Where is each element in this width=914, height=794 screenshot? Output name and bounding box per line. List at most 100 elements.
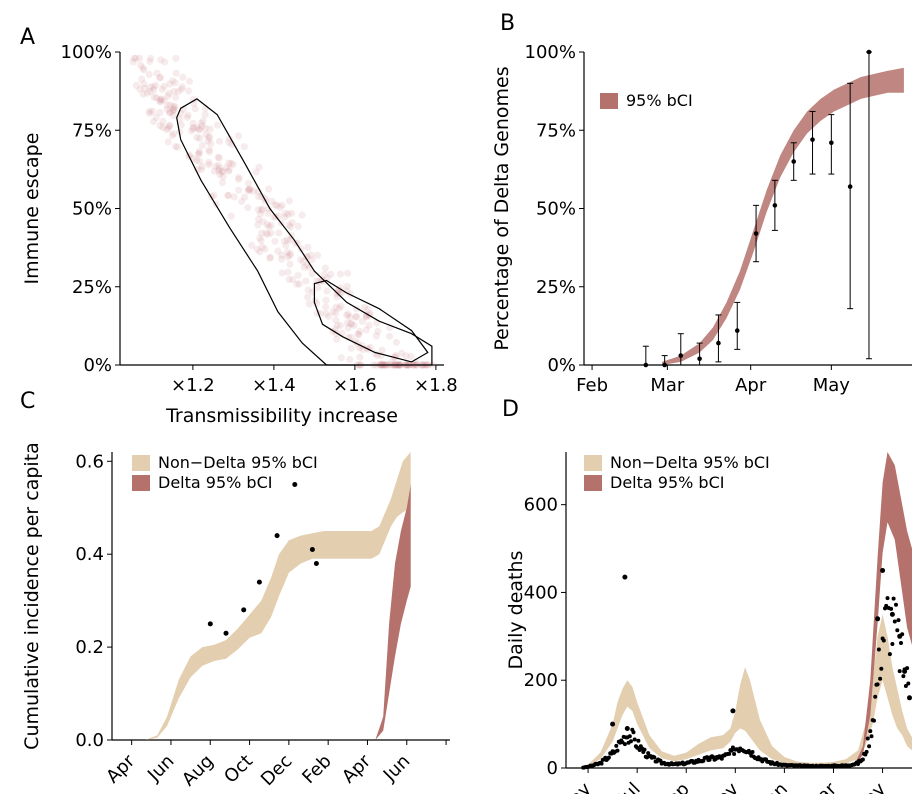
posterior-sample — [336, 289, 344, 297]
contour-inner — [313, 279, 429, 363]
posterior-sample — [373, 319, 381, 327]
posterior-sample — [346, 355, 354, 364]
posterior-sample — [157, 56, 165, 64]
x-tick-label: Aug — [178, 751, 218, 791]
daily-death-point — [873, 694, 878, 699]
posterior-sample — [166, 109, 174, 117]
posterior-sample — [195, 126, 203, 134]
posterior-sample — [177, 85, 185, 93]
posterior-sample — [256, 248, 264, 256]
posterior-sample — [145, 70, 153, 78]
data-point — [313, 561, 319, 566]
posterior-sample — [392, 338, 400, 346]
posterior-sample — [238, 197, 246, 206]
daily-death-point — [869, 734, 874, 739]
posterior-sample — [266, 253, 275, 261]
posterior-sample — [235, 173, 243, 181]
posterior-sample — [245, 187, 253, 195]
data-point — [772, 203, 778, 208]
posterior-sample — [150, 93, 158, 101]
posterior-sample — [189, 119, 197, 127]
data-point — [889, 611, 895, 617]
posterior-sample — [308, 270, 316, 278]
posterior-sample — [284, 248, 292, 256]
posterior-sample — [256, 210, 264, 218]
legend-label: Non−Delta 95% bCI — [158, 453, 318, 472]
posterior-sample — [355, 331, 363, 339]
posterior-sample — [156, 108, 164, 117]
posterior-sample — [305, 300, 313, 308]
posterior-sample — [156, 96, 164, 104]
posterior-sample — [222, 164, 230, 172]
posterior-sample — [146, 83, 154, 91]
posterior-sample — [284, 268, 292, 276]
posterior-sample — [281, 213, 289, 221]
legend-swatch — [600, 93, 618, 109]
posterior-sample — [172, 69, 180, 77]
posterior-sample — [374, 327, 382, 335]
posterior-sample — [280, 237, 288, 245]
posterior-sample — [323, 287, 331, 295]
posterior-sample — [254, 221, 262, 229]
posterior-sample — [323, 274, 331, 282]
posterior-sample — [241, 193, 249, 201]
posterior-sample — [213, 121, 222, 129]
posterior-sample — [286, 251, 294, 259]
posterior-sample — [205, 161, 213, 169]
posterior-sample — [334, 287, 342, 295]
posterior-sample — [346, 313, 354, 321]
posterior-sample — [210, 191, 218, 199]
posterior-sample — [267, 229, 275, 237]
y-tick-label: 0.0 — [75, 730, 104, 751]
posterior-sample — [158, 85, 166, 93]
posterior-sample — [344, 310, 352, 318]
daily-death-point — [642, 747, 647, 752]
posterior-sample — [164, 92, 172, 100]
posterior-sample — [337, 302, 345, 310]
data-point — [875, 616, 881, 622]
daily-death-point — [881, 638, 886, 643]
posterior-sample — [150, 86, 158, 94]
posterior-sample — [358, 317, 367, 325]
data-point — [309, 547, 315, 552]
posterior-sample — [197, 165, 205, 174]
posterior-sample — [278, 269, 286, 277]
posterior-sample — [285, 275, 293, 284]
posterior-sample — [197, 119, 205, 127]
posterior-sample — [146, 87, 154, 96]
panel-label-a: A — [20, 25, 35, 50]
posterior-sample — [347, 333, 355, 341]
data-point — [678, 353, 684, 358]
posterior-sample — [228, 140, 236, 148]
posterior-sample — [268, 197, 276, 205]
posterior-sample — [308, 256, 316, 264]
posterior-sample — [130, 54, 138, 62]
x-tick-label: Feb — [298, 751, 335, 788]
posterior-sample — [372, 332, 380, 340]
legend-swatch — [584, 455, 602, 471]
daily-death-point — [905, 666, 910, 671]
daily-death-point — [631, 730, 636, 735]
posterior-sample — [185, 77, 194, 85]
daily-death-point — [892, 619, 897, 624]
posterior-sample — [278, 251, 286, 259]
posterior-sample — [168, 132, 176, 140]
posterior-sample — [278, 201, 286, 209]
y-tick-label: 100% — [61, 42, 112, 63]
x-tick-label: Jun — [143, 751, 178, 786]
data-point — [829, 140, 834, 146]
posterior-sample — [285, 197, 294, 205]
posterior-sample — [261, 245, 269, 253]
daily-death-point — [899, 641, 903, 645]
posterior-sample — [227, 159, 235, 167]
posterior-sample — [185, 87, 193, 95]
x-tick-label: ×1.4 — [252, 375, 296, 396]
posterior-sample — [246, 185, 254, 193]
daily-death-point — [891, 596, 896, 601]
posterior-sample — [160, 96, 168, 104]
data-point — [897, 633, 903, 639]
posterior-sample — [170, 87, 178, 95]
x-tick-label: Jun — [379, 751, 414, 786]
posterior-sample — [344, 324, 352, 332]
legend-label: Non−Delta 95% bCI — [610, 453, 770, 472]
